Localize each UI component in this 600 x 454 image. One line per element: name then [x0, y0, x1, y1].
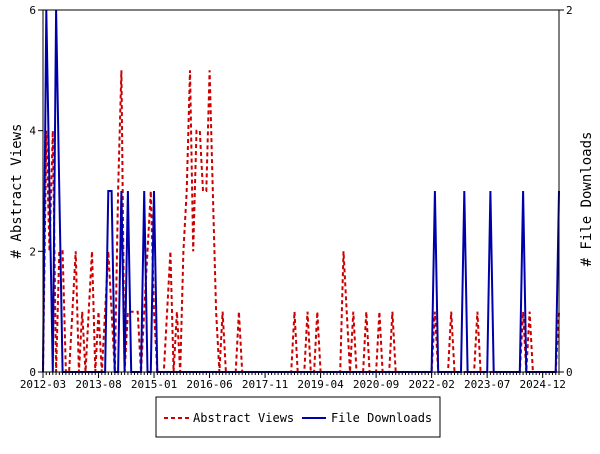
y-right-tick-label: 0	[566, 366, 573, 379]
left-axis-title: # Abstract Views	[9, 124, 25, 259]
y-left-tick-label: 0	[29, 366, 36, 379]
y-left-tick-label: 4	[29, 125, 36, 138]
series-line-file-downloads	[42, 9, 560, 373]
y-left-tick-label: 6	[29, 4, 36, 17]
legend-box	[155, 396, 441, 438]
x-tick-label: 2012-03	[20, 378, 66, 391]
axes-group: 2012-03 2013-08 2015-01 2016-06 2017-11 2019-…	[20, 4, 573, 391]
legend-label-file-downloads: File Downloads	[331, 411, 432, 425]
y-left-tick-label: 2	[29, 245, 36, 258]
x-tick-label: 2020-09	[353, 378, 399, 391]
x-tick-label: 2016-06	[186, 378, 232, 391]
x-tick-label: 2024-12	[519, 378, 565, 391]
x-tick-label: 2022-02	[408, 378, 454, 391]
x-tick-label: 2019-04	[297, 378, 344, 391]
x-tick-label: 2023-07	[464, 378, 510, 391]
x-tick-label: 2015-01	[131, 378, 177, 391]
x-tick-label: 2013-08	[75, 378, 121, 391]
legend-label-abstract-views: Abstract Views	[193, 411, 294, 425]
x-tick-label: 2017-11	[242, 378, 288, 391]
right-axis-title: # File Downloads	[579, 132, 595, 267]
legend: Abstract Views File Downloads	[155, 396, 441, 438]
y-right-tick-label: 2	[566, 4, 573, 17]
plot-area	[42, 9, 560, 373]
